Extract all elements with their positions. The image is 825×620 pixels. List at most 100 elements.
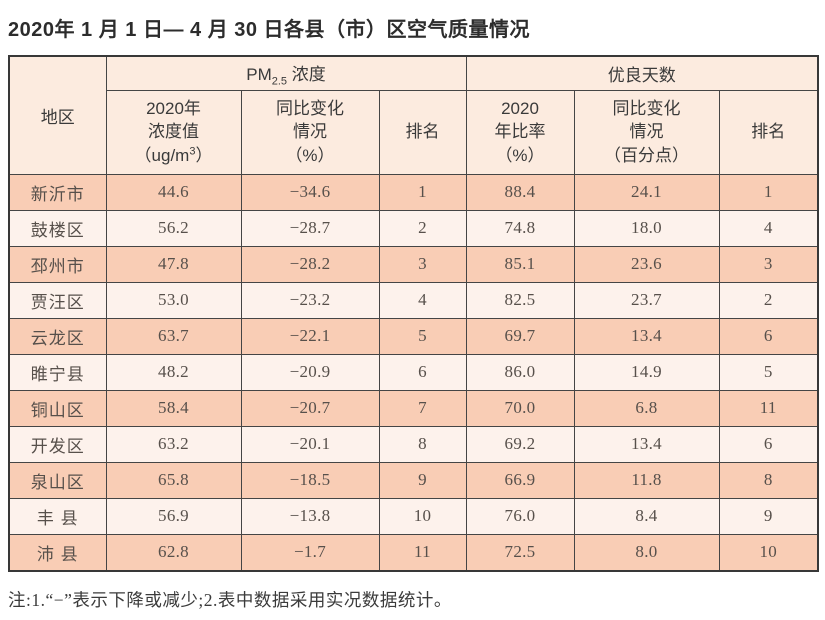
pm-rank-cell: 8 xyxy=(378,425,467,463)
ratio-change-cell: 23.7 xyxy=(573,281,720,319)
region-cell: 开发区 xyxy=(8,425,107,463)
header-group-row: 地区 PM2.5 浓度 优良天数 xyxy=(8,55,819,175)
ratio-cell: 88.4 xyxy=(465,173,575,211)
pm-rank-cell: 7 xyxy=(378,389,467,427)
pm-change-cell: −34.6 xyxy=(240,173,380,211)
ratio-rank-cell: 9 xyxy=(718,497,819,535)
column-group-good-days: 优良天数 xyxy=(465,55,819,91)
table-header: 地区 PM2.5 浓度 优良天数 2020年 浓度值 （ug/m3） 同比变化 … xyxy=(8,55,819,175)
ratio-cell: 76.0 xyxy=(465,497,575,535)
air-quality-table: 地区 PM2.5 浓度 优良天数 2020年 浓度值 （ug/m3） 同比变化 … xyxy=(8,55,820,572)
column-header-pm-change: 同比变化 情况 （%） xyxy=(240,89,380,175)
ratio-cell: 69.2 xyxy=(465,425,575,463)
ratio-change-cell: 14.9 xyxy=(573,353,720,391)
ratio-cell: 72.5 xyxy=(465,533,575,571)
ratio-change-cell: 13.4 xyxy=(573,317,720,355)
table-row: 铜山区 58.4 −20.7 7 70.0 6.8 11 xyxy=(8,389,819,427)
region-cell: 新沂市 xyxy=(8,173,107,211)
pm-value-cell: 53.0 xyxy=(105,281,242,319)
pm-value-cell: 65.8 xyxy=(105,461,242,499)
ratio-cell: 74.8 xyxy=(465,209,575,247)
footnote: 注:1.“−”表示下降或减少;2.表中数据采用实况数据统计。 xyxy=(8,589,452,610)
page-title: 2020年 1 月 1 日— 4 月 30 日各县（市）区空气质量情况 xyxy=(8,19,531,41)
ratio-rank-cell: 8 xyxy=(718,461,819,499)
pm-rank-cell: 4 xyxy=(378,281,467,319)
pm-change-cell: −28.2 xyxy=(240,245,380,283)
table-row: 邳州市 47.8 −28.2 3 85.1 23.6 3 xyxy=(8,245,819,283)
ratio-change-cell: 11.8 xyxy=(573,461,720,499)
table-row: 沛 县 62.8 −1.7 11 72.5 8.0 10 xyxy=(8,533,819,571)
ratio-change-line2: 情况 xyxy=(629,122,664,142)
pm-rank-cell: 3 xyxy=(378,245,467,283)
table-row: 云龙区 63.7 −22.1 5 69.7 13.4 6 xyxy=(8,317,819,355)
ratio-rank-cell: 2 xyxy=(718,281,819,319)
column-group-pm25: PM2.5 浓度 xyxy=(105,55,467,91)
ratio-rank-cell: 5 xyxy=(718,353,819,391)
ratio-rank-cell: 3 xyxy=(718,245,819,283)
ratio-rank-cell: 6 xyxy=(718,425,819,463)
ratio-cell: 66.9 xyxy=(465,461,575,499)
region-cell: 贾汪区 xyxy=(8,281,107,319)
region-cell: 邳州市 xyxy=(8,245,107,283)
pm-rank-cell: 11 xyxy=(378,533,467,571)
table-row: 鼓楼区 56.2 −28.7 2 74.8 18.0 4 xyxy=(8,209,819,247)
region-cell: 沛 县 xyxy=(8,533,107,571)
region-cell: 睢宁县 xyxy=(8,353,107,391)
region-cell: 泉山区 xyxy=(8,461,107,499)
pm-rank-cell: 5 xyxy=(378,317,467,355)
ratio-change-cell: 8.0 xyxy=(573,533,720,571)
ratio-line1: 2020 xyxy=(501,98,539,118)
ratio-rank-cell: 10 xyxy=(718,533,819,571)
ratio-line2: 年比率 xyxy=(494,122,546,142)
pm-value-cell: 62.8 xyxy=(105,533,242,571)
pm-rank-cell: 9 xyxy=(378,461,467,499)
pm-change-cell: −20.9 xyxy=(240,353,380,391)
pm-change-cell: −20.7 xyxy=(240,389,380,427)
table-body: 新沂市 44.6 −34.6 1 88.4 24.1 1 鼓楼区 56.2 −2… xyxy=(8,173,819,571)
ratio-line3: （%） xyxy=(495,145,545,165)
ratio-rank-cell: 6 xyxy=(718,317,819,355)
pm-change-cell: −20.1 xyxy=(240,425,380,463)
column-header-ratio-rank: 排名 xyxy=(718,89,819,175)
column-header-ratio: 2020 年比率 （%） xyxy=(465,89,575,175)
pm-value-cell: 56.2 xyxy=(105,209,242,247)
pm-rank-cell: 1 xyxy=(378,173,467,211)
ratio-cell: 69.7 xyxy=(465,317,575,355)
column-header-ratio-change: 同比变化 情况 （百分点） xyxy=(573,89,720,175)
pm-change-line2: 情况 xyxy=(293,122,327,142)
pm-change-cell: −28.7 xyxy=(240,209,380,247)
ratio-cell: 70.0 xyxy=(465,389,575,427)
ratio-change-line1: 同比变化 xyxy=(612,98,681,118)
region-cell: 丰 县 xyxy=(8,497,107,535)
column-header-pm-rank: 排名 xyxy=(378,89,467,175)
table-row: 睢宁县 48.2 −20.9 6 86.0 14.9 5 xyxy=(8,353,819,391)
ratio-cell: 85.1 xyxy=(465,245,575,283)
pm-change-line1: 同比变化 xyxy=(276,98,344,118)
ratio-rank-cell: 11 xyxy=(718,389,819,427)
header-sub-row: 2020年 浓度值 （ug/m3） 同比变化 情况 （%） 排名 2020 年比… xyxy=(9,89,819,175)
pm-value-cell: 48.2 xyxy=(105,353,242,391)
pm-value-cell: 63.2 xyxy=(105,425,242,463)
pm-value-line2: 浓度值 xyxy=(148,122,199,142)
column-header-region: 地区 xyxy=(8,55,107,175)
pm-value-cell: 44.6 xyxy=(105,173,242,211)
pm-rank-cell: 10 xyxy=(378,497,467,535)
ratio-change-line3: （百分点） xyxy=(604,145,689,165)
ratio-change-cell: 23.6 xyxy=(573,245,720,283)
ratio-cell: 82.5 xyxy=(465,281,575,319)
region-cell: 云龙区 xyxy=(8,317,107,355)
pm-value-cell: 47.8 xyxy=(105,245,242,283)
column-header-pm-value: 2020年 浓度值 （ug/m3） xyxy=(105,89,242,175)
pm-value-line3: （ug/m3） xyxy=(134,145,213,165)
pm-value-line1: 2020年 xyxy=(146,98,201,118)
pm-change-cell: −22.1 xyxy=(240,317,380,355)
pm25-label-subscript: 2.5 xyxy=(271,74,288,87)
pm-value-cell: 63.7 xyxy=(105,317,242,355)
pm-rank-cell: 2 xyxy=(378,209,467,247)
ratio-change-cell: 24.1 xyxy=(573,173,720,211)
table-row: 新沂市 44.6 −34.6 1 88.4 24.1 1 xyxy=(8,173,819,211)
ratio-change-cell: 8.4 xyxy=(573,497,720,535)
ratio-change-cell: 18.0 xyxy=(573,209,720,247)
ratio-cell: 86.0 xyxy=(465,353,575,391)
pm-change-cell: −18.5 xyxy=(240,461,380,499)
